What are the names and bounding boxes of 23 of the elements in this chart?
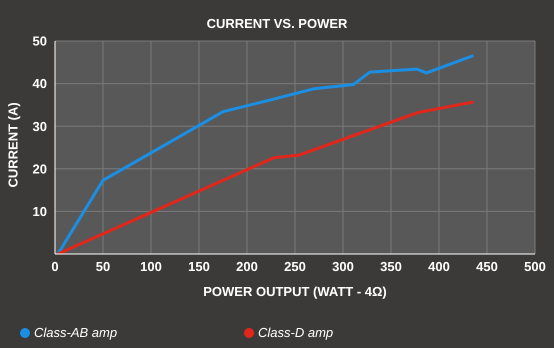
line-series	[56, 54, 476, 254]
y-tick-label: 50	[32, 34, 47, 49]
line-series	[56, 100, 476, 254]
x-tick-label: 50	[96, 259, 110, 274]
y-tick-label: 10	[32, 204, 47, 220]
x-tick-label: 450	[476, 259, 498, 274]
x-tick-label: 250	[284, 259, 306, 274]
y-axis-title: CURRENT (A)	[6, 102, 21, 188]
x-tick-label: 200	[236, 259, 258, 274]
y-tick-label: 20	[32, 161, 47, 176]
x-tick-label: 350	[380, 259, 402, 274]
y-tick-label: 30	[32, 118, 47, 134]
x-tick-label: 400	[428, 259, 450, 274]
legend-label: Class-D amp	[258, 325, 334, 340]
y-tick-label: 40	[32, 76, 47, 92]
x-tick-label: 300	[332, 259, 354, 274]
x-tick-label: 0	[51, 259, 59, 274]
x-tick-label: 500	[524, 259, 546, 274]
x-tick-label: 150	[188, 259, 210, 274]
x-axis-title: POWER OUTPUT (WATT - 4Ω)	[203, 284, 387, 300]
legend-label: Class-AB amp	[34, 325, 118, 340]
x-tick-label: 100	[140, 259, 162, 274]
chart-title: CURRENT VS. POWER	[206, 16, 348, 31]
